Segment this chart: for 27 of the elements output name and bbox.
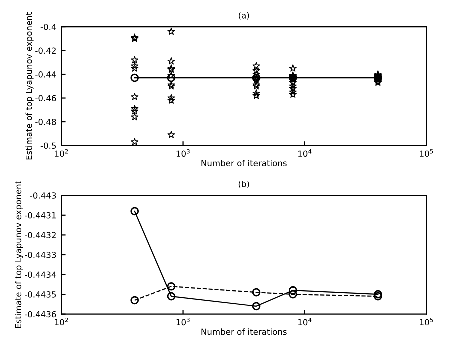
y-tick-label: -0.443: [30, 192, 56, 199]
chart-title: (a): [239, 12, 250, 20]
x-tick-label: 10$^{5}$: [420, 318, 434, 326]
y-tick-label: -0.4: [40, 24, 56, 30]
x-tick-label: 10$^{5}$: [420, 149, 434, 158]
x-tick-label: 10$^{4}$: [298, 318, 312, 326]
y-tick-label: -0.42: [36, 48, 56, 54]
x-axis-title: Number of iterations: [202, 328, 287, 336]
y-tick-label: -0.4434: [25, 272, 56, 278]
y-tick-label: -0.5: [40, 142, 56, 150]
y-tick-label: -0.4433: [25, 252, 56, 258]
chart-title: (b): [238, 180, 250, 188]
y-tick-label: -0.4436: [25, 311, 56, 318]
y-tick-label: -0.46: [36, 95, 56, 102]
y-tick-label: -0.4435: [25, 292, 56, 298]
x-tick-label: 10$^{2}$: [55, 318, 68, 326]
x-tick-label: 10$^{2}$: [55, 149, 68, 158]
y-axis-title: Estimate of top Lyapunov exponent: [26, 12, 34, 160]
y-axis-title: Estimate of top Lyapunov exponent: [15, 181, 24, 328]
x-axis-title: Number of iterations: [202, 160, 287, 167]
y-tick-label: -0.4432: [25, 232, 56, 238]
x-tick-label: 10$^{4}$: [298, 149, 312, 158]
y-tick-label: -0.48: [36, 118, 56, 126]
x-tick-label: 10$^{3}$: [176, 318, 190, 326]
y-tick-label: -0.44: [36, 72, 56, 78]
y-tick-label: -0.4431: [25, 212, 56, 219]
x-tick-label: 10$^{3}$: [176, 149, 190, 158]
